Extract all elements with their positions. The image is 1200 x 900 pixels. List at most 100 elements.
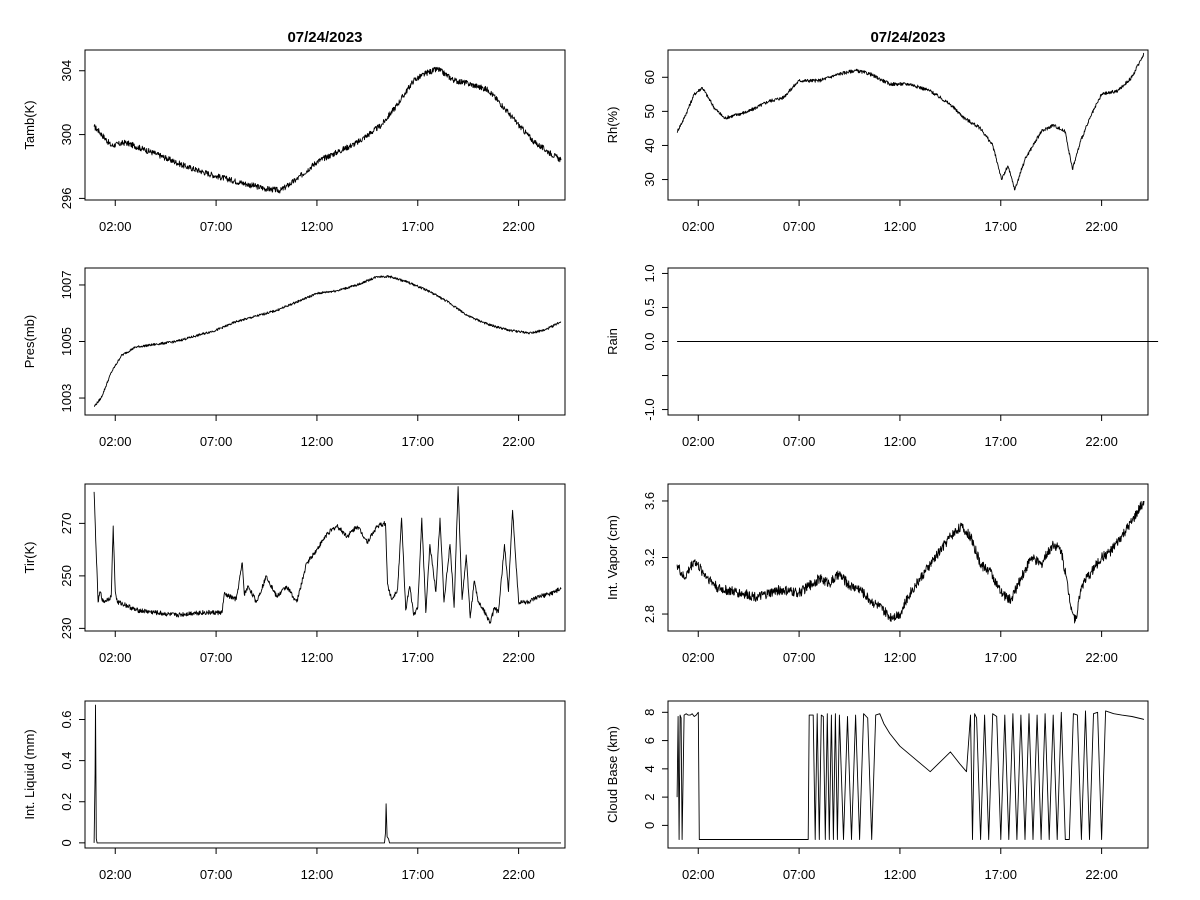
y-tick-label: -1.0 — [642, 398, 657, 420]
y-tick-label: 0 — [642, 822, 657, 829]
y-tick-label: 6 — [642, 737, 657, 744]
x-tick-label: 07:00 — [783, 434, 816, 449]
y-tick-label: 0.2 — [59, 793, 74, 811]
x-tick-label: 12:00 — [884, 219, 917, 234]
x-tick-label: 12:00 — [884, 434, 917, 449]
x-tick-label: 17:00 — [401, 650, 434, 665]
x-tick-label: 22:00 — [1085, 219, 1118, 234]
y-tick-label: 270 — [59, 513, 74, 535]
y-axis-label: Pres(mb) — [22, 315, 37, 368]
x-tick-label: 02:00 — [99, 650, 132, 665]
panel-rh: 02:00 07:00 12:00 17:00 22:00 30 40 50 60 Rh(%) — [605, 49, 1149, 234]
y-tick-label: 3.2 — [642, 548, 657, 566]
y-tick-label: 230 — [59, 618, 74, 640]
panel-pres-mb: 02:00 07:00 12:00 17:00 22:00 1003 1005 1007 Pre… — [22, 267, 566, 449]
y-tick-label: 2.8 — [642, 605, 657, 623]
y-tick-label: 30 — [642, 172, 657, 186]
plot-frame — [667, 483, 1149, 632]
x-tick-label: 22:00 — [1085, 434, 1118, 449]
x-tick-label: 02:00 — [682, 434, 715, 449]
series-line-pres — [93, 274, 562, 407]
series-line-tir — [93, 486, 562, 624]
x-tick-label: 17:00 — [984, 650, 1017, 665]
y-tick-label: 8 — [642, 709, 657, 716]
x-tick-label: 12:00 — [301, 219, 334, 234]
y-axis-label: Tamb(K) — [22, 100, 37, 149]
x-tick-label: 22:00 — [502, 219, 535, 234]
y-tick-label: 60 — [642, 70, 657, 84]
x-tick-label: 17:00 — [401, 434, 434, 449]
x-tick-label: 02:00 — [682, 650, 715, 665]
x-tick-label: 12:00 — [301, 434, 334, 449]
y-tick-label: 0.5 — [642, 298, 657, 316]
x-tick-label: 02:00 — [682, 867, 715, 882]
x-tick-label: 22:00 — [502, 650, 535, 665]
x-tick-label: 07:00 — [200, 219, 233, 234]
y-axis-label: Rain — [605, 328, 620, 355]
x-tick-label: 22:00 — [1085, 650, 1118, 665]
x-tick-label: 02:00 — [682, 219, 715, 234]
y-tick-label: 1005 — [59, 327, 74, 356]
y-tick-label: 3.6 — [642, 492, 657, 510]
x-tick-label: 07:00 — [200, 650, 233, 665]
plot-frame — [667, 700, 1149, 849]
x-tick-label: 12:00 — [301, 650, 334, 665]
x-tick-label: 12:00 — [884, 650, 917, 665]
series-line-rh — [676, 52, 1145, 191]
y-axis-label: Int. Vapor (cm) — [605, 515, 620, 600]
x-tick-label: 02:00 — [99, 867, 132, 882]
y-tick-label: 50 — [642, 104, 657, 118]
x-tick-label: 02:00 — [99, 219, 132, 234]
y-tick-label: 4 — [642, 765, 657, 772]
plot-frame — [84, 49, 566, 201]
y-axis-label: Rh(%) — [605, 107, 620, 144]
panel-tamb-k: 02:00 07:00 12:00 17:00 22:00 296 300 304 Tamb(K… — [22, 49, 566, 234]
series-line-intvapor — [676, 500, 1145, 624]
series-line-tamb — [93, 66, 562, 194]
x-tick-label: 07:00 — [200, 867, 233, 882]
plot-frame — [667, 49, 1149, 201]
x-tick-label: 17:00 — [984, 219, 1017, 234]
y-tick-label: 250 — [59, 565, 74, 587]
y-axis-label: Cloud Base (km) — [605, 726, 620, 823]
y-tick-label: 40 — [642, 138, 657, 152]
x-tick-label: 22:00 — [1085, 867, 1118, 882]
plot-frame — [84, 267, 566, 416]
x-tick-label: 17:00 — [984, 867, 1017, 882]
y-tick-label: 1007 — [59, 271, 74, 300]
x-tick-label: 22:00 — [502, 867, 535, 882]
x-tick-label: 17:00 — [401, 219, 434, 234]
x-tick-label: 12:00 — [301, 867, 334, 882]
y-tick-label: 304 — [59, 60, 74, 82]
x-tick-label: 12:00 — [884, 867, 917, 882]
date-title-right: 07/24/2023 — [870, 29, 945, 46]
y-axis-label: Int. Liquid (mm) — [22, 729, 37, 819]
plot-frame — [84, 483, 566, 632]
panel-int-vapor-cm: 02:00 07:00 12:00 17:00 22:00 2.8 3.2 3.6 Int. V… — [605, 483, 1149, 665]
y-axis-label: Tir(K) — [22, 541, 37, 573]
y-tick-label: 0.6 — [59, 710, 74, 728]
x-tick-label: 17:00 — [401, 867, 434, 882]
panel-rain: 02:00 07:00 12:00 17:00 22:00 -1.0 0.0 0.5 1.0 Ra… — [605, 264, 1159, 449]
x-tick-label: 07:00 — [783, 219, 816, 234]
x-tick-label: 07:00 — [200, 434, 233, 449]
x-tick-label: 07:00 — [783, 867, 816, 882]
panel-int-liquid-mm: 02:00 07:00 12:00 17:00 22:00 0 0.2 0.4 0.6 Int. … — [22, 700, 566, 882]
panel-cloud-base-km: 02:00 07:00 12:00 17:00 22:00 0 2 4 6 8 Cloud Base… — [605, 700, 1149, 882]
x-tick-label: 07:00 — [783, 650, 816, 665]
plot-frame — [84, 700, 566, 849]
panels: 02:00 07:00 12:00 17:00 22:00296300304Tamb(K… — [22, 49, 1159, 882]
panel-tir-k: 02:00 07:00 12:00 17:00 22:00 230 250 270 Tir(K) — [22, 483, 566, 665]
y-tick-label: 1.0 — [642, 264, 657, 282]
y-tick-label: 0.4 — [59, 752, 74, 770]
x-tick-label: 17:00 — [984, 434, 1017, 449]
x-tick-label: 22:00 — [502, 434, 535, 449]
y-tick-label: 1003 — [59, 384, 74, 413]
series-line-intliquid — [93, 704, 561, 844]
y-tick-label: 2 — [642, 793, 657, 800]
y-tick-label: 0 — [59, 839, 74, 846]
date-title-left: 07/24/2023 — [287, 29, 362, 46]
series-line-cloudbase — [676, 710, 1145, 840]
y-tick-label: 296 — [59, 188, 74, 210]
